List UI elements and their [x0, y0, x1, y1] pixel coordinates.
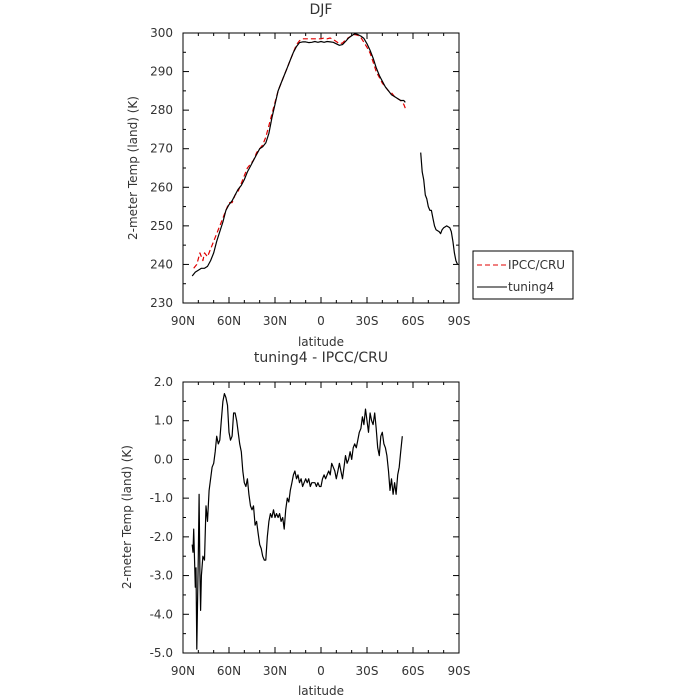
bottom-y-tick-label: -4.0: [150, 607, 173, 621]
legend-label-ipcc: IPCC/CRU: [508, 258, 565, 272]
top-x-tick-label: 30S: [356, 314, 379, 328]
bottom-y-tick-label: 0.0: [154, 452, 173, 466]
bottom-series-line-difference: [191, 393, 403, 650]
bottom-y-tick-label: 2.0: [154, 375, 173, 389]
top-series-line-ipcc-cru: [193, 33, 406, 269]
top-x-tick-label: 60N: [217, 314, 241, 328]
top-y-tick-label: 300: [150, 26, 173, 40]
bottom-y-tick-label: -1.0: [150, 491, 173, 505]
top-title: DJF: [310, 2, 333, 18]
top-y-tick-label: 230: [150, 296, 173, 310]
top-series-line-tuning4: [420, 152, 459, 265]
top-y-tick-label: 250: [150, 219, 173, 233]
bottom-y-tick-label: -2.0: [150, 530, 173, 544]
bottom-plot-frame: [182, 381, 460, 654]
bottom-x-tick-label: 90N: [171, 664, 195, 678]
bottom-x-tick-label: 0: [317, 664, 325, 678]
top-y-tick-label: 280: [150, 103, 173, 117]
top-y-tick-label: 260: [150, 180, 173, 194]
top-series-line-tuning4: [191, 33, 406, 277]
bottom-title: tuning4 - IPCC/CRU: [254, 350, 388, 366]
top-x-ticks: 90N 60N 30N 0 30S 60S 90S: [171, 33, 471, 328]
bottom-x-tick-label: 30S: [356, 664, 379, 678]
bottom-y-tick-label: -3.0: [150, 569, 173, 583]
top-x-tick-label: 30N: [263, 314, 287, 328]
top-x-tick-label: 90N: [171, 314, 195, 328]
legend: IPCC/CRU tuning4: [472, 250, 574, 300]
legend-label-tuning4: tuning4: [508, 280, 554, 294]
top-x-tick-label: 90S: [448, 314, 471, 328]
top-x-tick-label: 60S: [402, 314, 425, 328]
legend-box: [472, 250, 574, 300]
top-panel: DJF 90N 60N 30N 0 30S 60S 90S 2302402502602702…: [126, 2, 574, 349]
top-y-axis-label: 2-meter Temp (land) (K): [126, 96, 140, 240]
top-y-tick-label: 270: [150, 142, 173, 156]
top-y-tick-label: 240: [150, 257, 173, 271]
bottom-y-ticks: 2.0 1.0 0.0 -1.0 -2.0 -3.0 -4.0 -5.0: [150, 375, 459, 660]
bottom-x-tick-label: 30N: [263, 664, 287, 678]
bottom-y-tick-label: -5.0: [150, 646, 173, 660]
bottom-x-tick-label: 60S: [402, 664, 425, 678]
top-x-axis-label: latitude: [298, 335, 344, 349]
top-y-tick-label: 290: [150, 65, 173, 79]
bottom-x-axis-label: latitude: [298, 684, 344, 698]
bottom-x-tick-label: 60N: [217, 664, 241, 678]
bottom-panel: tuning4 - IPCC/CRU 90N 60N 30N 0 30S 60S 90S 2…: [120, 350, 470, 698]
bottom-x-tick-label: 90S: [448, 664, 471, 678]
bottom-y-axis-label: 2-meter Temp (land) (K): [120, 445, 134, 589]
top-series: [191, 33, 459, 277]
top-plot-frame: [182, 32, 460, 304]
bottom-series: [191, 393, 403, 650]
top-x-tick-label: 0: [317, 314, 325, 328]
top-y-ticks: 230 240 250 260 270 280 290 300: [150, 26, 459, 310]
bottom-x-ticks: 90N 60N 30N 0 30S 60S 90S: [171, 382, 471, 678]
bottom-y-tick-label: 1.0: [154, 414, 173, 428]
